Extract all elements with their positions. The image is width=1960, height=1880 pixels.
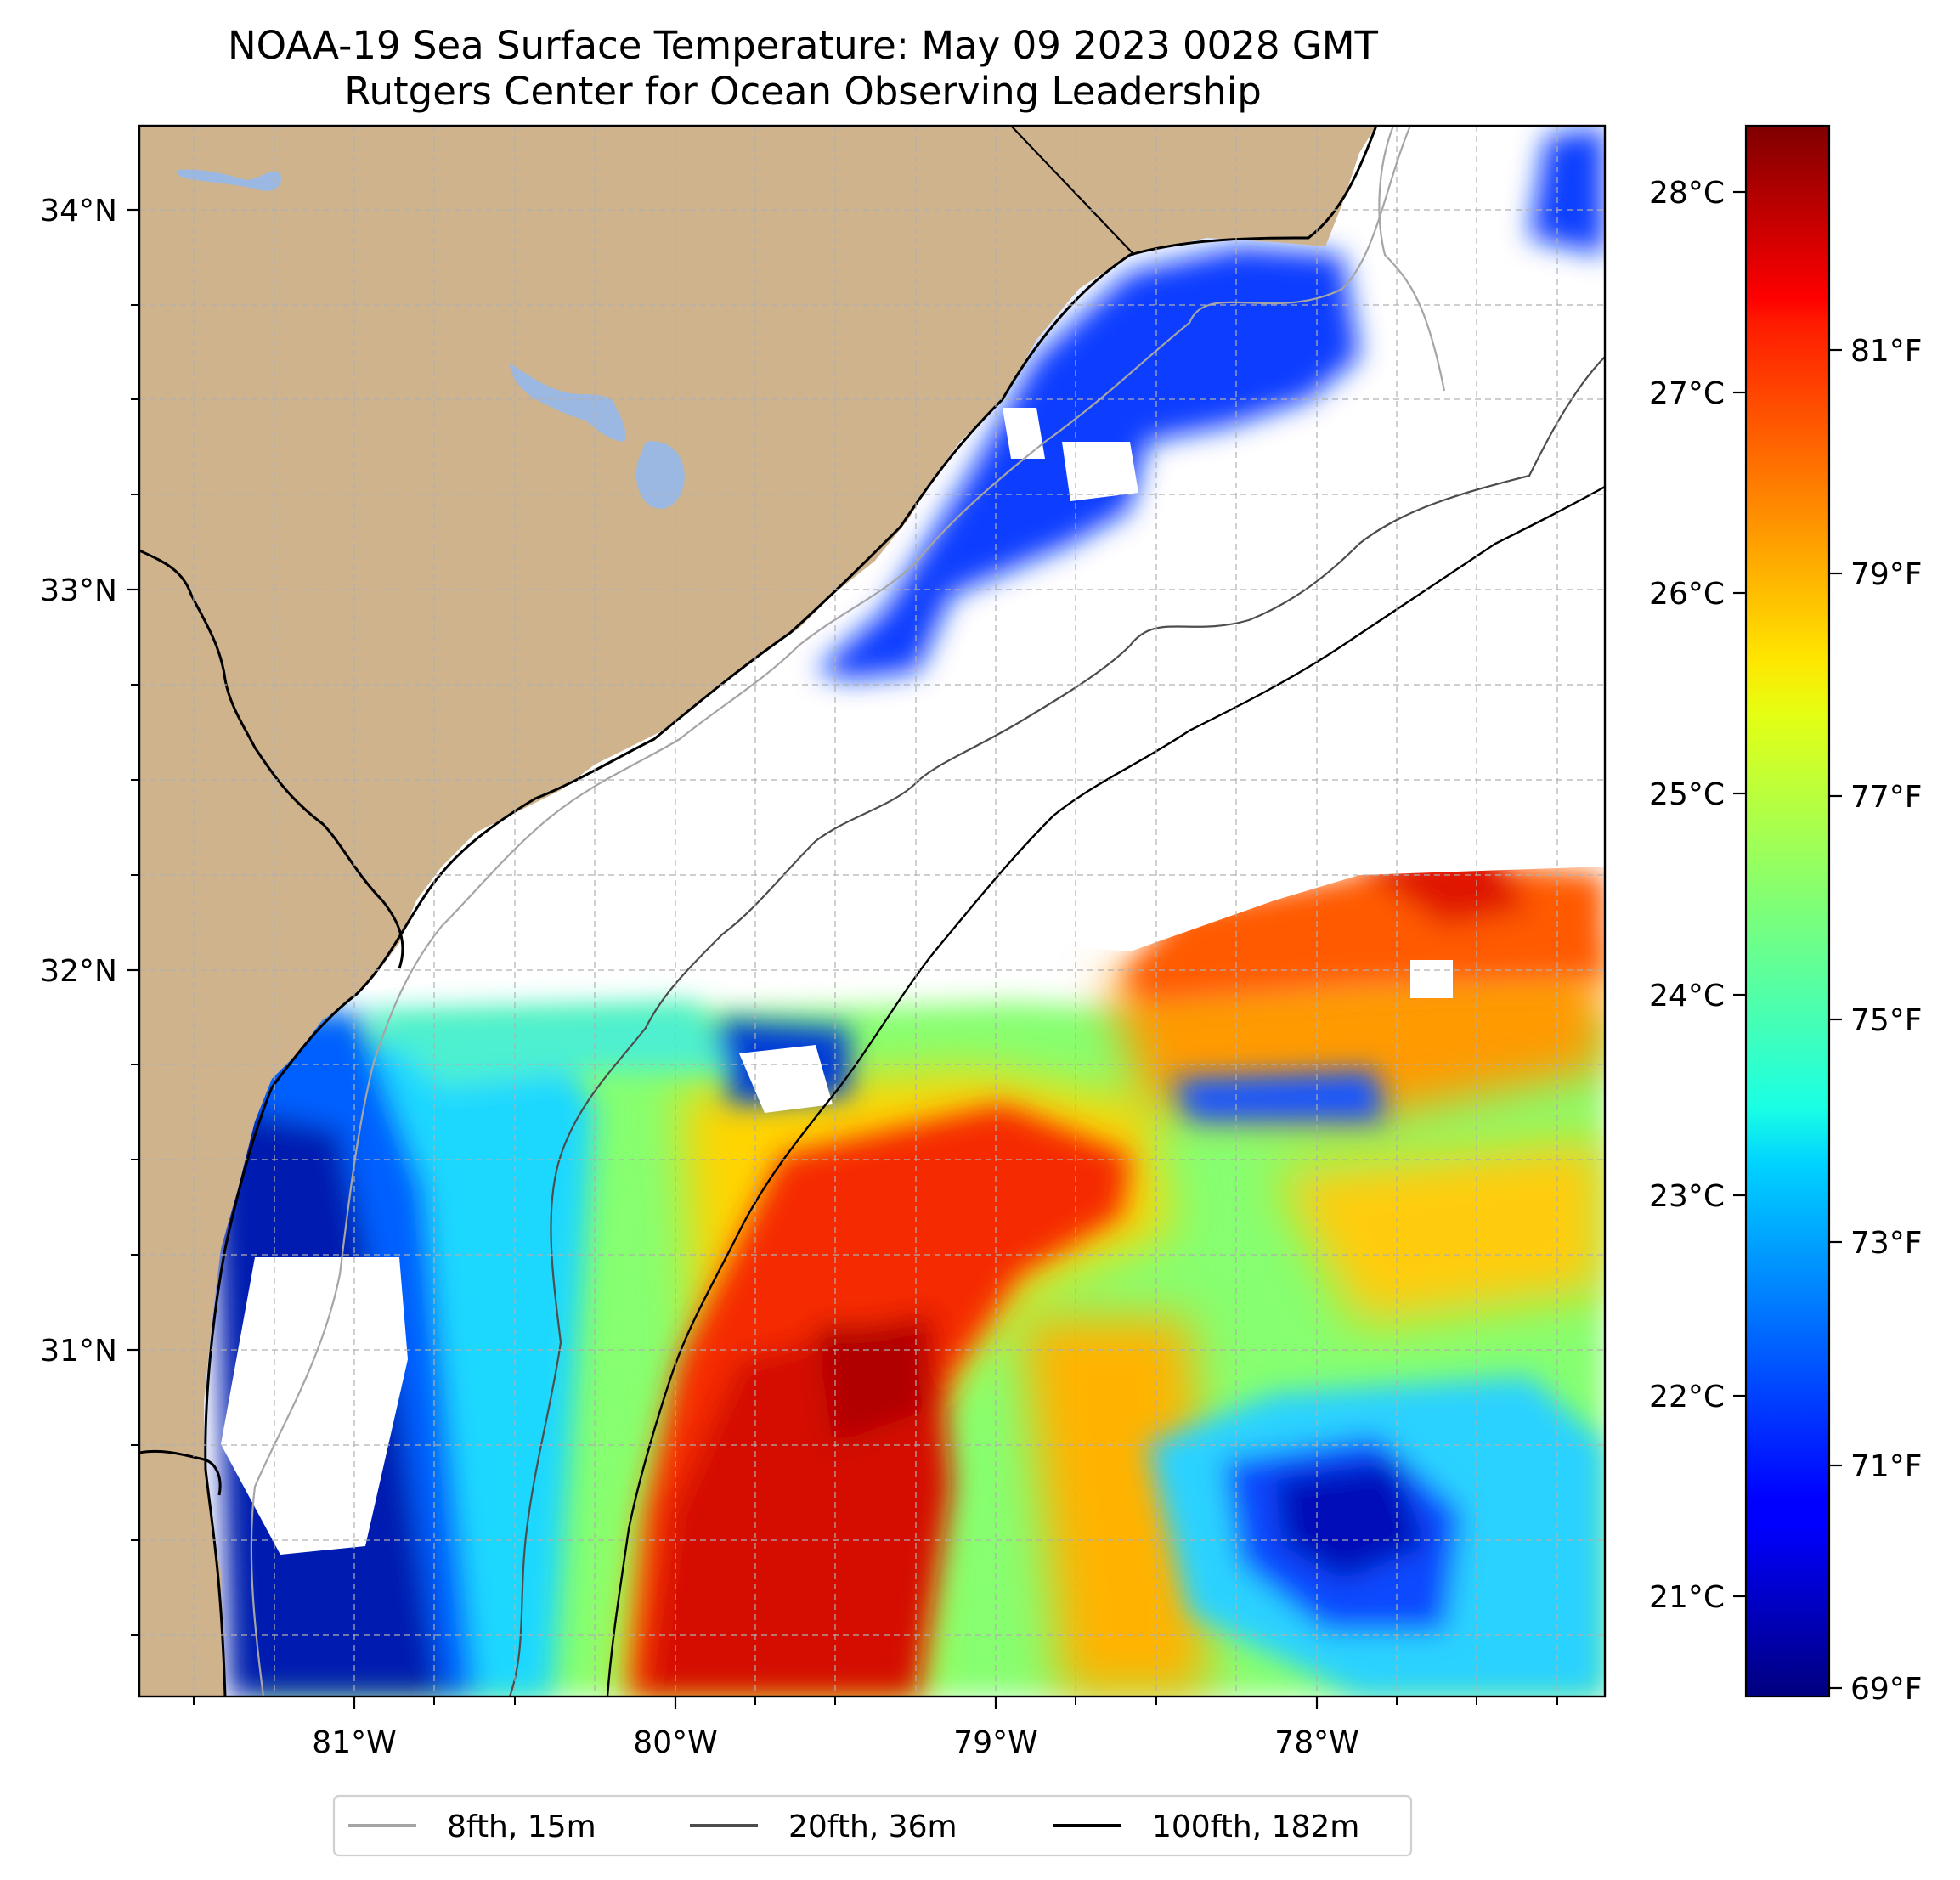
contour-20fth — [508, 356, 1605, 1697]
map-title: NOAA-19 Sea Surface Temperature: May 09 … — [227, 23, 1379, 68]
land-polygon — [139, 126, 1376, 1697]
contour-8fth — [250, 126, 1412, 1697]
colorbar-fahrenheit-ticks — [1829, 348, 1842, 1690]
fahrenheit-label: 79°F — [1850, 557, 1923, 592]
fahrenheit-label: 73°F — [1850, 1226, 1923, 1261]
legend: 8fth, 15m 20fth, 36m 100fth, 182m — [332, 1794, 1413, 1857]
y-axis — [127, 208, 139, 1352]
y-tick-label: 31°N — [40, 1334, 117, 1369]
cloud-gaps-north — [1003, 408, 1223, 510]
sc-nc-border — [1010, 126, 1135, 256]
legend-label-100fth: 100fth, 182m — [1152, 1809, 1359, 1844]
contour-100fth — [606, 485, 1605, 1697]
x-axis — [353, 1697, 1319, 1709]
land-mass — [139, 126, 1376, 1697]
contour-8fth-north — [1378, 126, 1446, 392]
fahrenheit-label: 81°F — [1850, 334, 1923, 369]
x-tick-label: 79°W — [953, 1725, 1037, 1760]
colorbar-celsius-labels: 21°C 22°C 23°C 24°C 25°C 26°C 27°C 28°C — [1649, 176, 1725, 1615]
map-panel — [139, 126, 1605, 1697]
x-tick-label: 80°W — [633, 1725, 717, 1760]
colorbar-gradient — [1744, 124, 1831, 1698]
colorbar: 21°C 22°C 23°C 24°C 25°C 26°C 27°C 28°C … — [1649, 124, 1923, 1707]
y-tick-label: 32°N — [40, 954, 117, 989]
legend-label-20fth: 20fth, 36m — [788, 1809, 957, 1844]
legend-label-8fth: 8fth, 15m — [447, 1809, 596, 1844]
celsius-label: 25°C — [1649, 777, 1725, 812]
coastline — [204, 126, 1378, 1697]
x-tick-label: 78°W — [1274, 1725, 1358, 1760]
map-frame — [138, 124, 1607, 1698]
celsius-label: 24°C — [1649, 979, 1725, 1013]
lake-marion — [510, 364, 626, 442]
lakes — [177, 169, 685, 509]
colorbar-fahrenheit-labels: 69°F 71°F 73°F 75°F 77°F 79°F 81°F — [1850, 334, 1923, 1707]
gridlines — [139, 126, 1605, 1697]
ga-fl-border — [139, 1449, 222, 1496]
y-axis-labels: 31°N 32°N 33°N 34°N — [40, 194, 117, 1369]
bathymetry-contours — [250, 126, 1605, 1697]
x-tick-label: 81°W — [312, 1725, 396, 1760]
fahrenheit-label: 77°F — [1850, 780, 1923, 815]
celsius-label: 26°C — [1649, 577, 1725, 612]
fahrenheit-label: 75°F — [1850, 1003, 1923, 1038]
fahrenheit-label: 69°F — [1850, 1672, 1923, 1707]
celsius-label: 28°C — [1649, 176, 1725, 211]
borders — [139, 126, 1378, 1697]
celsius-label: 22°C — [1649, 1380, 1725, 1414]
legend-box — [332, 1794, 1413, 1857]
celsius-label: 23°C — [1649, 1179, 1725, 1214]
lake-moultrie — [635, 441, 685, 509]
map-subtitle: Rutgers Center for Ocean Observing Leade… — [344, 69, 1262, 114]
x-axis-labels: 81°W 80°W 79°W 78°W — [312, 1725, 1358, 1760]
sst-gulf-stream-core — [629, 841, 1605, 1697]
colorbar-celsius-ticks — [1733, 190, 1746, 1598]
sc-ga-border — [139, 549, 404, 969]
y-tick-label: 34°N — [40, 194, 117, 229]
lake-wateree — [177, 169, 281, 191]
y-tick-label: 33°N — [40, 573, 117, 608]
celsius-label: 21°C — [1649, 1580, 1725, 1615]
fahrenheit-label: 71°F — [1850, 1449, 1923, 1484]
celsius-label: 27°C — [1649, 376, 1725, 411]
